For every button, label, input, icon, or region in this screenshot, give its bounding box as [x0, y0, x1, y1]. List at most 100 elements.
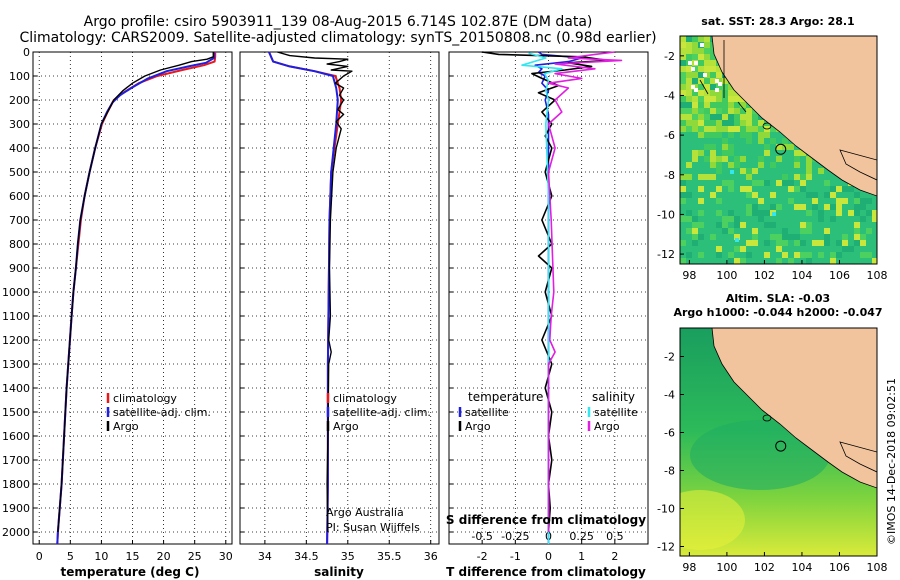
sst-cell — [842, 186, 848, 192]
diff-xlabel: T difference from climatology — [446, 565, 646, 579]
sst-cell — [758, 216, 764, 222]
sst-cell — [716, 66, 722, 72]
sst-cell — [734, 156, 740, 162]
sst-cell — [686, 210, 692, 216]
sst-cell — [716, 90, 722, 96]
xtick-label-4: 20 — [157, 550, 171, 563]
sst-cell — [734, 120, 740, 126]
sst-cell — [752, 168, 758, 174]
sst-missing-cell — [691, 85, 695, 89]
sst-cell — [818, 252, 824, 258]
sst-cell — [794, 204, 800, 210]
sst-cell — [722, 144, 728, 150]
ytick-label-3: 300 — [9, 118, 30, 131]
sst-cell — [794, 252, 800, 258]
sst-cell — [716, 168, 722, 174]
sst-cell — [692, 216, 698, 222]
sst-cool-cell — [730, 170, 734, 174]
header-line-1: Argo profile: csiro 5903911_139 08-Aug-2… — [84, 14, 593, 30]
sst-cell — [842, 246, 848, 252]
sst-cell — [800, 240, 806, 246]
map-ytick-label-1: -4 — [664, 89, 675, 102]
sst-cell — [776, 234, 782, 240]
xtick-label-0: 34 — [258, 550, 272, 563]
sst-cell — [848, 246, 854, 252]
sst-cell — [770, 234, 776, 240]
sst-cell — [854, 240, 860, 246]
sst-cell — [686, 114, 692, 120]
sst-cell — [722, 102, 728, 108]
sst-cell — [686, 66, 692, 72]
sst-cell — [782, 234, 788, 240]
sst-cell — [812, 198, 818, 204]
sst-cell — [710, 96, 716, 102]
map-ytick-label-2: -6 — [664, 129, 675, 142]
sst-cell — [716, 252, 722, 258]
sst-cell — [710, 192, 716, 198]
xtick-label-3: 1 — [578, 550, 585, 563]
sst-cell — [680, 198, 686, 204]
xtick-label-2: 35 — [341, 550, 355, 563]
ytick-label-17: 1700 — [2, 454, 30, 467]
sst-cell — [710, 72, 716, 78]
sst-cell — [722, 78, 728, 84]
sst-cell — [734, 108, 740, 114]
sst-cell — [734, 126, 740, 132]
sst-cell — [728, 150, 734, 156]
sst-cell — [740, 168, 746, 174]
sst-cell — [776, 156, 782, 162]
map-xtick-label-4: 106 — [829, 561, 850, 574]
sst-cell — [680, 180, 686, 186]
sst-cell — [716, 210, 722, 216]
map-xtick-label-2: 102 — [754, 561, 775, 574]
sst-cell — [698, 150, 704, 156]
sla-island — [762, 414, 772, 422]
sst-cell — [704, 132, 710, 138]
sst-cell — [758, 156, 764, 162]
sst-cell — [680, 174, 686, 180]
sst-cell — [806, 156, 812, 162]
sst-cell — [758, 132, 764, 138]
map-xtick-label-4: 106 — [829, 269, 850, 282]
sst-cell — [710, 108, 716, 114]
stick-label-1: -0.25 — [501, 530, 529, 543]
sst-cell — [770, 126, 776, 132]
sst-cell — [686, 42, 692, 48]
sst-cell — [680, 240, 686, 246]
map-ytick-label-3: -8 — [664, 465, 675, 478]
xtick-label-6: 30 — [219, 550, 233, 563]
sst-cell — [800, 228, 806, 234]
map-xtick-label-0: 98 — [682, 269, 696, 282]
ytick-label-10: 1000 — [2, 286, 30, 299]
sst-cell — [734, 258, 740, 264]
sst-cell — [728, 132, 734, 138]
series-s-argo — [547, 51, 623, 532]
sst-cell — [800, 180, 806, 186]
sst-cell — [836, 204, 842, 210]
xtick-label-3: 35.5 — [377, 550, 402, 563]
ytick-label-2: 200 — [9, 94, 30, 107]
series-s-satellite — [521, 52, 563, 544]
sst-cell — [710, 174, 716, 180]
legend-label-2: Argo — [333, 420, 359, 433]
sst-cell — [680, 36, 686, 42]
sst-cell — [728, 216, 734, 222]
sst-cell — [746, 240, 752, 246]
sst-cell — [782, 240, 788, 246]
sst-cell — [806, 192, 812, 198]
sst-cell — [800, 204, 806, 210]
sst-cell — [710, 90, 716, 96]
sst-cell — [800, 252, 806, 258]
sst-missing-cell — [700, 43, 704, 47]
sst-missing-cell — [688, 61, 692, 65]
sst-cell — [680, 258, 686, 264]
sst-cell — [836, 198, 842, 204]
sst-cell — [698, 96, 704, 102]
sst-cell — [698, 66, 704, 72]
map-ytick-label-1: -4 — [664, 389, 675, 402]
sst-cell — [800, 222, 806, 228]
sst-cell — [716, 222, 722, 228]
sst-cell — [686, 228, 692, 234]
sst-cell — [830, 258, 836, 264]
sst-cell — [818, 240, 824, 246]
